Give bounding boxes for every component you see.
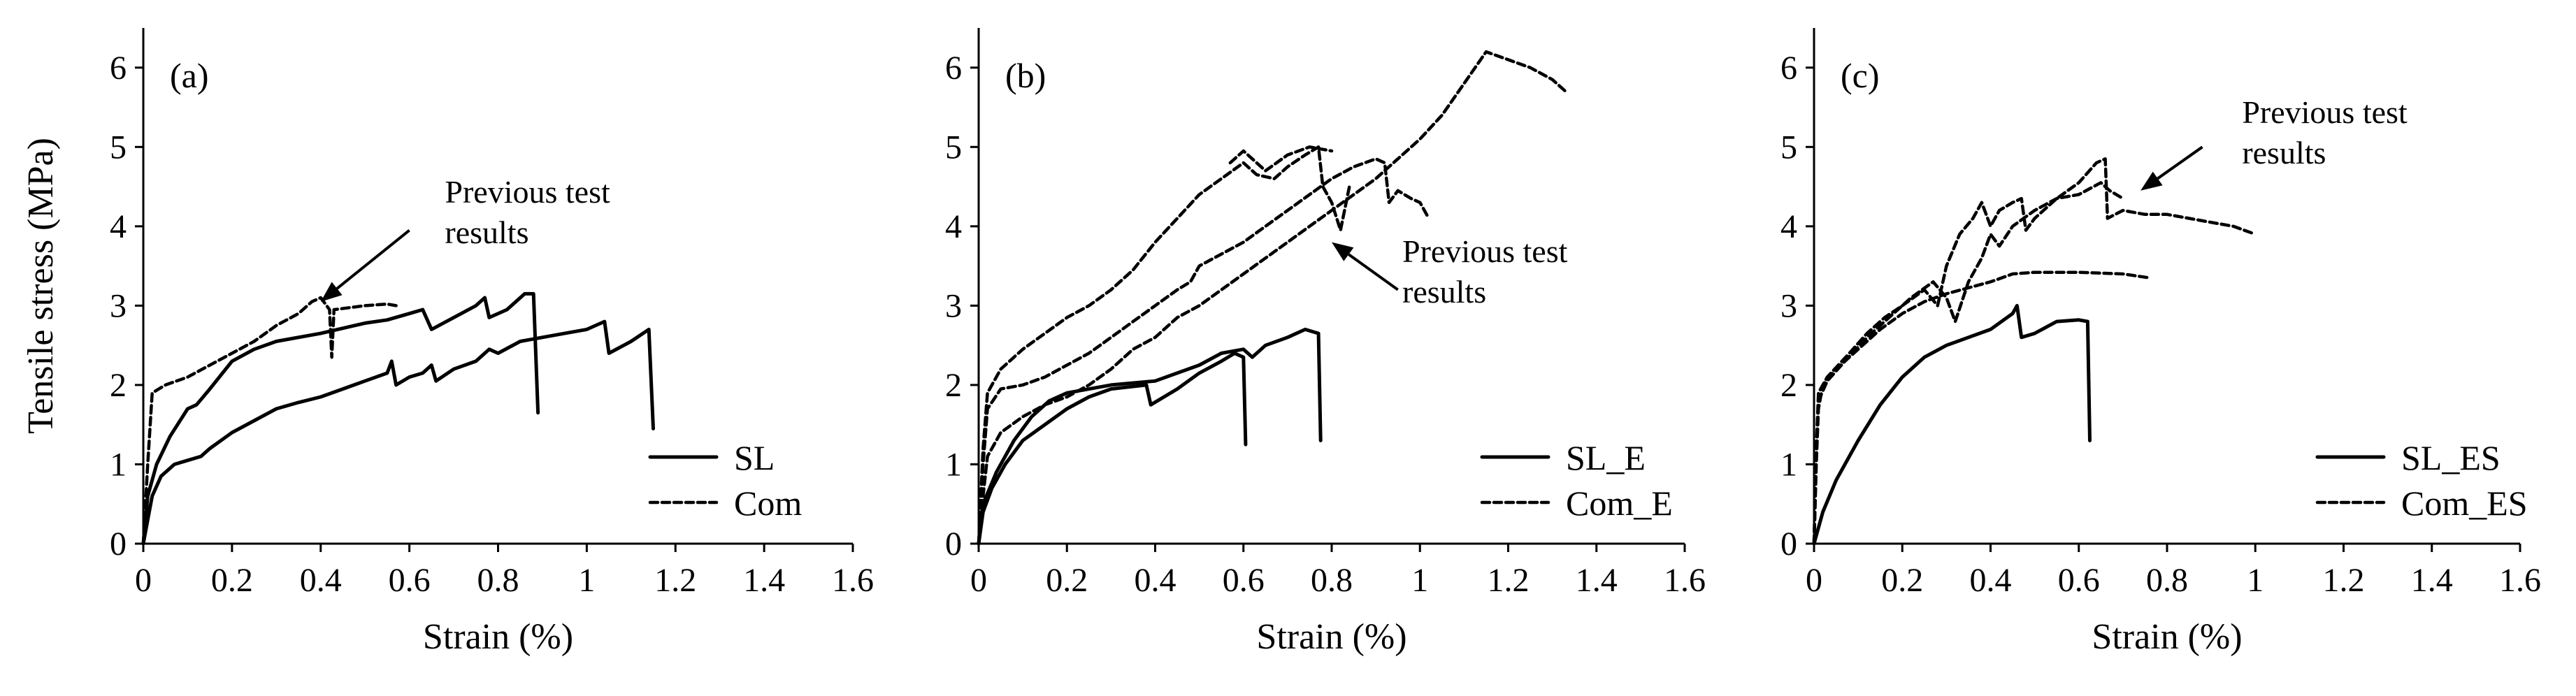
series-line-com-es [1812, 270, 2152, 546]
series-line-sl [141, 291, 540, 546]
y-tick-label: 1 [110, 446, 127, 483]
x-tick-label: 0.8 [1311, 562, 1353, 599]
series-line-com-e [977, 145, 1351, 546]
x-tick-label: 0.8 [477, 562, 519, 599]
legend-label: Com [734, 484, 802, 523]
series-line-com [141, 296, 398, 546]
y-tick-label: 6 [110, 50, 127, 87]
y-tick-label: 5 [110, 129, 127, 166]
x-tick-label: 0 [135, 562, 152, 599]
x-tick-label: 0 [970, 562, 987, 599]
x-tick-label: 1.2 [654, 562, 696, 599]
x-axis-title: Strain (%) [1256, 617, 1406, 657]
arrow-head-icon [320, 282, 343, 302]
annotation-text: Previous test [2242, 94, 2408, 130]
annotation-text: Previous test [1402, 233, 1568, 269]
x-tick-label: 0.4 [1970, 562, 2012, 599]
x-tick-label: 0.2 [211, 562, 253, 599]
x-tick-label: 0 [1806, 562, 1822, 599]
series-line-sl-e [977, 327, 1323, 546]
x-tick-label: 1 [578, 562, 595, 599]
x-tick-label: 1.4 [1576, 562, 1618, 599]
y-tick-label: 4 [945, 208, 962, 245]
y-tick-label: 5 [945, 129, 962, 166]
x-tick-label: 1.4 [743, 562, 785, 599]
y-tick-label: 3 [110, 287, 127, 324]
panel-label: (c) [1841, 56, 1880, 95]
arrow-head-icon [2140, 171, 2163, 191]
annotation-text: results [445, 215, 528, 250]
x-tick-label: 1.4 [2411, 562, 2453, 599]
y-tick-label: 2 [945, 367, 962, 404]
legend-label: Com_E [1566, 484, 1673, 523]
x-tick-label: 1.6 [1664, 562, 1706, 599]
x-tick-label: 0.6 [389, 562, 431, 599]
arrow-head-icon [1332, 242, 1354, 261]
x-tick-label: 0.2 [1046, 562, 1088, 599]
y-tick-label: 2 [1780, 367, 1797, 404]
y-tick-label: 0 [110, 525, 127, 563]
series-line-com-e [977, 50, 1567, 546]
x-tick-label: 1.2 [2323, 562, 2365, 599]
x-axis-title: Strain (%) [423, 617, 573, 657]
x-tick-label: 0.8 [2146, 562, 2188, 599]
series-line-com-e [977, 157, 1431, 546]
x-axis-title: Strain (%) [2092, 617, 2242, 657]
legend-label: Com_ES [2401, 484, 2528, 523]
legend-label: SL_ES [2401, 438, 2501, 477]
x-tick-label: 1.6 [832, 562, 874, 599]
series-line-com-es [1812, 181, 2125, 546]
y-tick-label: 2 [110, 367, 127, 404]
x-tick-label: 0.4 [1135, 562, 1177, 599]
legend-label: SL [734, 438, 775, 477]
panel-b: 0 1 2 3 4 5 6 0 0.2 0.4 0.6 0.8 1 1.2 1.4 1.6 Strain (%)… [945, 28, 1706, 657]
annotation-arrow [2157, 145, 2203, 180]
annotation-arrow [1348, 253, 1399, 291]
annotation-arrow [336, 229, 410, 290]
panel-c: 0 1 2 3 4 5 6 0 0.2 0.4 0.6 0.8 1 1.2 1.4 1.6 Strain (%)… [1780, 28, 2541, 657]
x-tick-label: 0.6 [1223, 562, 1265, 599]
y-tick-label: 1 [945, 446, 962, 483]
x-tick-label: 1.2 [1488, 562, 1530, 599]
x-tick-label: 1 [1411, 562, 1428, 599]
series-line-sl-e [977, 351, 1248, 546]
x-tick-label: 0.4 [300, 562, 342, 599]
y-tick-label: 4 [110, 208, 127, 245]
x-tick-label: 0.6 [2058, 562, 2100, 599]
y-tick-label: 4 [1780, 208, 1797, 245]
panel-a: 0 1 2 3 4 5 6 0 0.2 0.4 0.6 0.8 1 1.2 1.4 1.6 Strain (%)… [21, 28, 874, 657]
y-tick-label: 3 [1780, 287, 1797, 324]
annotation-text: results [2242, 135, 2326, 171]
annotation-text: results [1402, 274, 1486, 310]
y-tick-label: 1 [1780, 446, 1797, 483]
annotation-text: Previous test [445, 174, 610, 210]
y-tick-label: 0 [945, 525, 962, 563]
series-line-com-e [1228, 145, 1334, 173]
panel-label: (a) [170, 56, 209, 95]
panel-label: (b) [1005, 56, 1046, 95]
y-tick-label: 5 [1780, 129, 1797, 166]
series-line-com-es [1812, 157, 2257, 546]
legend-label: SL_E [1566, 438, 1646, 477]
x-tick-label: 1.6 [2499, 562, 2541, 599]
y-tick-label: 6 [945, 50, 962, 87]
series-line-sl-es [1812, 303, 2092, 546]
y-tick-label: 0 [1780, 525, 1797, 563]
y-axis-title: Tensile stress (MPa) [21, 138, 61, 434]
y-tick-label: 6 [1780, 50, 1797, 87]
series-line-sl [141, 319, 655, 546]
x-tick-label: 0.2 [1881, 562, 1923, 599]
x-tick-label: 1 [2247, 562, 2264, 599]
y-tick-label: 3 [945, 287, 962, 324]
